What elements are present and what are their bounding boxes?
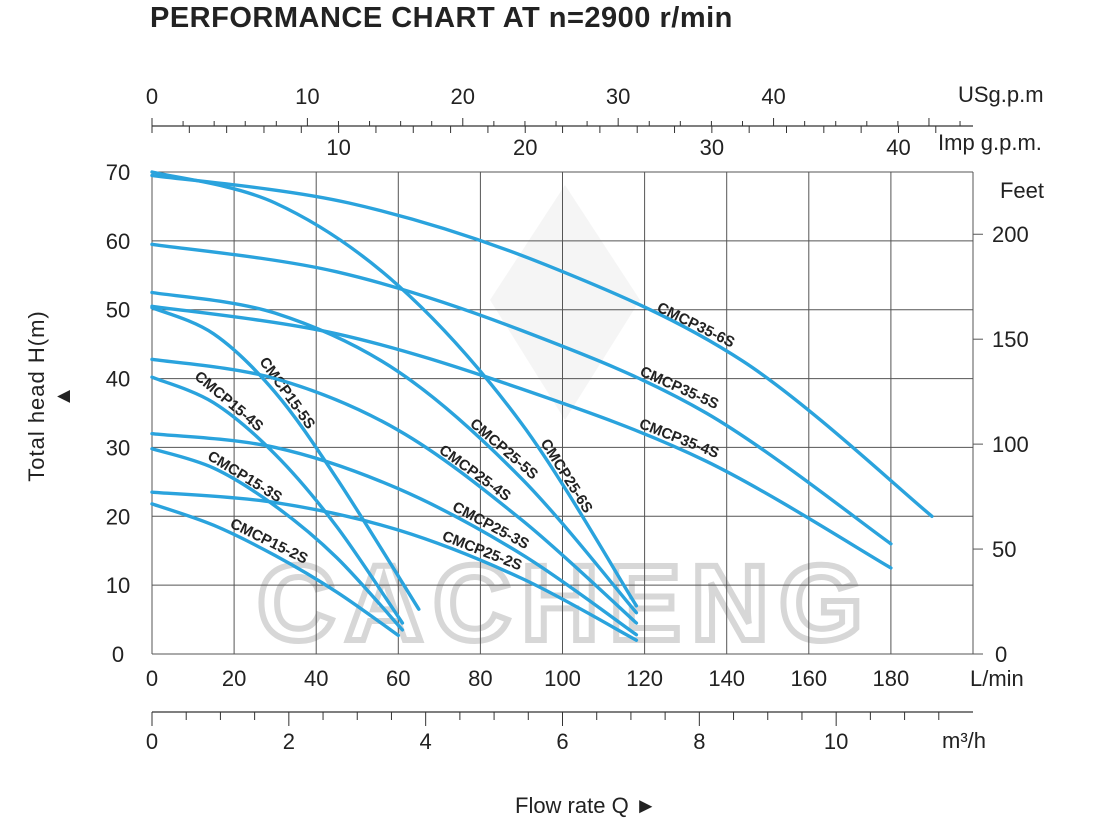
x-tick-label: 100: [544, 666, 581, 691]
feet-axis-label: Feet: [1000, 178, 1044, 203]
y-tick-label: 60: [106, 229, 130, 254]
feet-tick-label: 200: [992, 222, 1029, 247]
x-axis-label-text: Flow rate Q: [515, 793, 629, 818]
usgpm-tick-label: 10: [295, 84, 319, 109]
feet-tick-label: 100: [992, 432, 1029, 457]
impgpm-tick-label: 10: [326, 135, 350, 160]
y-tick-label: 40: [106, 367, 130, 392]
m3h-unit-label: m³/h: [942, 728, 986, 753]
curve-cmcp25-2s: [150, 490, 639, 642]
curve-cmcp25-5s: [150, 290, 639, 615]
usgpm-tick-label: 0: [146, 84, 158, 109]
series-label: CMCP35-5S: [637, 363, 721, 413]
usgpm-tick-label: 40: [761, 84, 785, 109]
x-tick-label: 40: [304, 666, 328, 691]
m3h-tick-label: 10: [824, 729, 848, 754]
x-tick-label: 160: [790, 666, 827, 691]
curve-cmcp25-4s: [150, 357, 639, 625]
curve-cmcp35-6s: [150, 173, 934, 518]
m3h-tick-label: 2: [283, 729, 295, 754]
curve-cmcp15-5s: [150, 305, 421, 611]
curve-cmcp15-4s: [150, 375, 405, 625]
watermark-logo: [490, 185, 640, 420]
curve-cmcp35-5s: [150, 242, 893, 546]
series-label: CMCP35-6S: [654, 299, 737, 351]
x-tick-label: 0: [146, 666, 158, 691]
y-tick-label: 50: [106, 298, 130, 323]
impgpm-tick-label: 30: [700, 135, 724, 160]
m3h-tick-label: 4: [420, 729, 432, 754]
watermark: CACHENG: [254, 185, 873, 666]
usgpm-unit-label: USg.p.m: [958, 82, 1044, 107]
curve-cmcp25-6s: [150, 170, 639, 608]
y-tick-label: 0: [112, 642, 124, 667]
feet-tick-label: 0: [995, 642, 1007, 667]
m3h-tick-label: 0: [146, 729, 158, 754]
feet-tick-label: 50: [992, 537, 1016, 562]
m3h-tick-label: 6: [556, 729, 568, 754]
grid: [151, 171, 974, 655]
curve-cmcp25-3s: [150, 431, 639, 637]
series-label: CMCP35-4S: [637, 415, 722, 462]
usgpm-tick-label: 20: [451, 84, 475, 109]
y-tick-label: 20: [106, 504, 130, 529]
feet-tick-label: 150: [992, 327, 1029, 352]
x-tick-label: 80: [468, 666, 492, 691]
x-tick-label: 120: [626, 666, 663, 691]
curve-cmcp15-3s: [150, 447, 405, 632]
impgpm-tick-label: 40: [886, 135, 910, 160]
impgpm-unit-label: Imp g.p.m.: [938, 130, 1042, 155]
y-tick-label: 30: [106, 435, 130, 460]
usgpm-tick-label: 30: [606, 84, 630, 109]
x-unit-label: L/min: [970, 666, 1024, 691]
x-tick-label: 20: [222, 666, 246, 691]
x-tick-label: 60: [386, 666, 410, 691]
chart-title: PERFORMANCE CHART AT n=2900 r/min: [150, 2, 733, 34]
series-label: CMCP15-4S: [191, 368, 266, 435]
x-tick-label: 140: [708, 666, 745, 691]
impgpm-tick-label: 20: [513, 135, 537, 160]
m3h-tick-label: 8: [693, 729, 705, 754]
y-tick-label: 70: [106, 160, 130, 185]
watermark-text: CACHENG: [257, 542, 873, 663]
curve-cmcp35-4s: [150, 304, 893, 570]
x-axis-label: Flow rate Q ►: [515, 793, 657, 818]
x-tick-label: 180: [873, 666, 910, 691]
curve-cmcp15-2s: [150, 502, 400, 638]
y-tick-label: 10: [106, 573, 130, 598]
